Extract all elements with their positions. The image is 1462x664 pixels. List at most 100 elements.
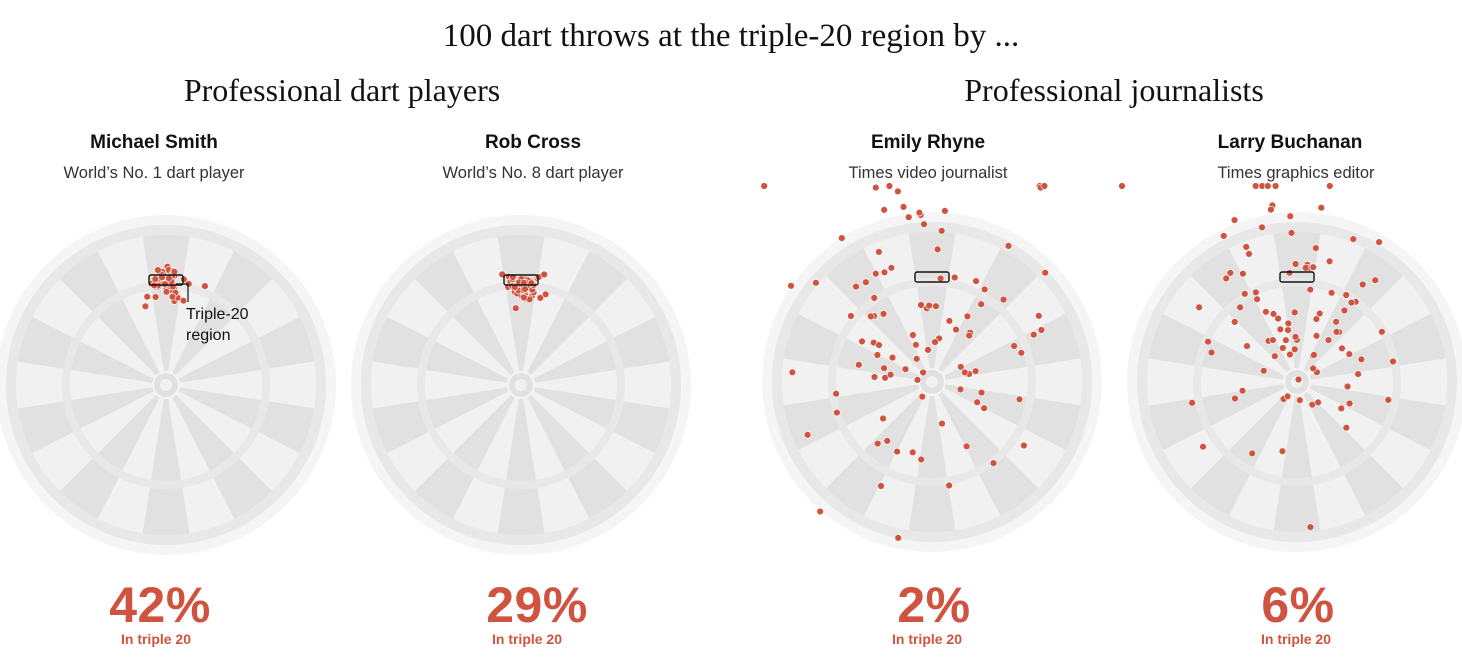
- throw-dot: [989, 459, 998, 467]
- throw-dot: [1035, 312, 1043, 320]
- throw-dot: [1345, 399, 1354, 408]
- throw-dot: [888, 353, 897, 362]
- percent-in-triple-20: 29%: [486, 577, 588, 633]
- throw-dot: [1260, 367, 1268, 375]
- throw-dot: [1342, 424, 1351, 432]
- throw-dot: [1384, 396, 1393, 404]
- board-segment: [934, 223, 1005, 370]
- throw-dot: [936, 274, 945, 283]
- throw-dot: [1204, 338, 1212, 346]
- board-segment: [934, 394, 1005, 541]
- throw-dot: [151, 293, 160, 301]
- throw-dot: [894, 534, 902, 542]
- board-segment: [495, 398, 547, 546]
- throw-dot: [933, 245, 942, 254]
- throw-dot: [179, 297, 188, 305]
- throw-dot: [1284, 319, 1293, 328]
- throw-dot: [899, 203, 908, 211]
- throw-dot: [787, 282, 795, 290]
- board-segment: [773, 309, 920, 380]
- throw-dot: [1274, 314, 1282, 323]
- throw-dot: [1286, 212, 1295, 220]
- throw-dot: [880, 268, 889, 276]
- throw-dot: [1207, 348, 1216, 357]
- throw-dot: [1327, 289, 1336, 297]
- throw-dot: [1340, 306, 1349, 315]
- throw-dot: [1267, 205, 1275, 214]
- throw-dot: [170, 268, 179, 276]
- board-segment: [448, 226, 519, 373]
- throw-dot: [937, 227, 946, 235]
- group-title-journalists: Professional journalists: [964, 72, 1264, 108]
- throw-dot: [1271, 352, 1279, 360]
- board-segment: [1224, 394, 1295, 541]
- throw-dot: [1278, 447, 1287, 455]
- throw-dot: [1291, 260, 1300, 268]
- throw-dot: [1040, 182, 1049, 190]
- throw-dot: [877, 482, 885, 490]
- throw-dot: [957, 363, 965, 371]
- board-segment: [1138, 309, 1285, 380]
- throw-dot: [1343, 382, 1352, 391]
- board-segment: [1136, 356, 1284, 408]
- throw-dot: [972, 277, 980, 285]
- dartboard-3: [760, 182, 1102, 552]
- throw-dot: [1345, 350, 1354, 358]
- player-name: Rob Cross: [484, 132, 582, 153]
- throw-dot: [541, 290, 550, 299]
- throw-dot: [760, 182, 768, 190]
- annotation-leader: [176, 283, 189, 302]
- throw-dot: [904, 213, 913, 221]
- throw-dot: [915, 209, 924, 217]
- throw-dot: [1188, 399, 1196, 407]
- throw-dot: [1222, 274, 1230, 283]
- player-description: World’s No. 8 dart player: [442, 164, 624, 182]
- board-segment: [7, 312, 154, 383]
- throw-dot: [1118, 182, 1126, 190]
- throw-dot: [521, 285, 529, 293]
- throw-dot: [931, 338, 939, 346]
- throw-dot: [917, 301, 925, 309]
- throw-dot: [1294, 375, 1303, 384]
- board-segment: [140, 225, 192, 372]
- board-segment: [906, 395, 958, 543]
- throw-dot: [893, 447, 901, 456]
- board-bullseye: [160, 379, 172, 391]
- throw-dot: [833, 408, 841, 417]
- throw-dot: [1282, 336, 1290, 344]
- board-segment: [533, 387, 680, 458]
- throw-dot: [883, 437, 891, 445]
- throw-dot: [1195, 303, 1203, 311]
- percent-in-triple-20: 2%: [897, 577, 971, 633]
- percent-caption: In triple 20: [1260, 631, 1332, 647]
- throw-dot: [872, 183, 880, 192]
- percent-caption: In triple 20: [891, 631, 963, 647]
- throw-dot: [873, 439, 882, 448]
- board-segment: [179, 359, 326, 411]
- board-segment: [6, 359, 153, 411]
- player-description: World’s No. 1 dart player: [63, 164, 245, 182]
- throw-dot: [180, 275, 188, 283]
- throw-dot: [909, 331, 917, 339]
- board-segment: [859, 394, 930, 541]
- board-segment: [361, 359, 508, 411]
- throw-dot: [886, 371, 895, 379]
- percent-in-triple-20: 6%: [1261, 577, 1335, 633]
- board-segment: [178, 312, 325, 383]
- player-description: Times graphics editor: [1217, 164, 1375, 182]
- throw-dot: [885, 182, 894, 190]
- throw-dot: [1314, 398, 1322, 407]
- throw-dot: [1296, 396, 1304, 404]
- throw-dot: [908, 448, 917, 456]
- throw-dot: [1286, 350, 1294, 359]
- board-segment: [523, 397, 594, 544]
- throw-dot: [1287, 229, 1296, 237]
- dartboard-1: [0, 215, 336, 555]
- throw-dot: [788, 368, 797, 376]
- throw-dot: [1389, 357, 1397, 366]
- throw-dot: [870, 373, 879, 381]
- throw-dot: [1230, 318, 1239, 326]
- dartboard-4: [1118, 182, 1462, 552]
- triple-20-box: [1279, 271, 1315, 283]
- throw-dot: [920, 220, 928, 228]
